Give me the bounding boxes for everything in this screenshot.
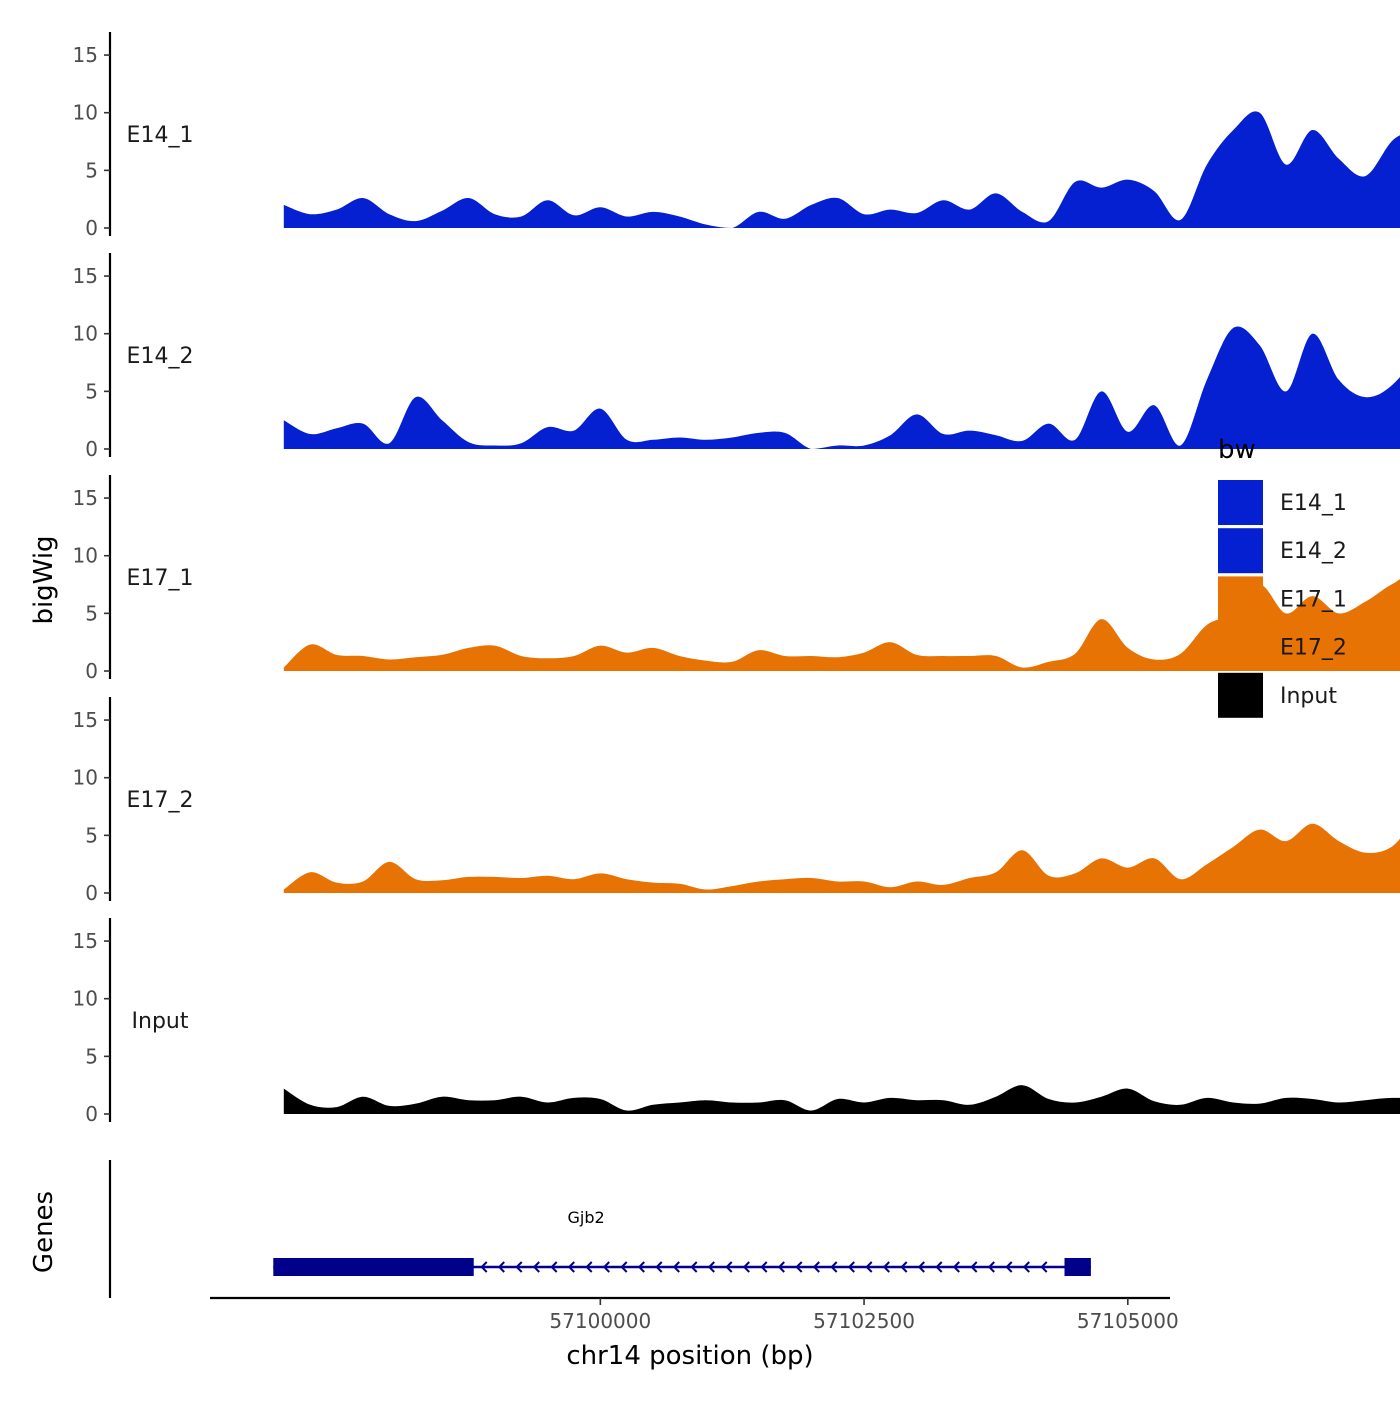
legend: bw E14_1 E14_2 E17_1 E17_2 Input [1218,435,1347,718]
y-tick-label: 0 [85,881,98,905]
track-label-E14_2: E14_2 [127,344,194,369]
track-label-E17_2: E17_2 [127,788,194,813]
track-label-E17_1: E17_1 [127,566,194,591]
strand-chevron [602,1261,610,1273]
strand-chevron [1005,1261,1013,1273]
strand-chevron [725,1261,733,1273]
y-axis-title-bigwig: bigWig [29,535,59,624]
y-tick-label: 10 [73,987,98,1011]
strand-chevron [812,1261,820,1273]
strand-chevron [900,1261,908,1273]
strand-chevron [532,1261,540,1273]
track-panel-E14_1: 0 5 10 15 E14_1 [73,32,1400,240]
signal-area-E14_1 [283,111,1400,228]
legend-key-E17_2 [1218,624,1263,670]
strand-chevron [515,1261,523,1273]
strand-chevron [865,1261,873,1273]
x-tick-label: 57105000 [1077,1309,1179,1333]
signal-area-E17_2 [283,823,1400,893]
strand-chevron [847,1261,855,1273]
signal-area-E14_2 [283,326,1400,449]
gene-exon-block [273,1258,474,1276]
strand-chevron [567,1261,575,1273]
legend-label-Input: Input [1280,684,1337,709]
legend-title: bw [1218,435,1256,465]
signal-area-E17_1 [283,579,1400,671]
track-panel-E17_2: 0 5 10 15 E17_2 [73,697,1400,905]
strand-chevron [1040,1261,1048,1273]
y-tick-label: 5 [85,379,98,403]
legend-label-E17_1: E17_1 [1280,587,1347,612]
strand-chevron [707,1261,715,1273]
y-tick-label: 15 [73,708,98,732]
y-tick-label: 15 [73,929,98,953]
legend-label-E14_2: E14_2 [1280,539,1347,564]
strand-chevron [917,1261,925,1273]
strand-chevron [777,1261,785,1273]
strand-chevron [637,1261,645,1273]
y-tick-label: 15 [73,43,98,67]
legend-key-E17_1 [1218,576,1263,622]
strand-chevron [742,1261,750,1273]
y-tick-label: 10 [73,322,98,346]
x-tick-label: 57100000 [549,1309,651,1333]
y-tick-label: 5 [85,1044,98,1068]
y-tick-label: 10 [73,766,98,790]
y-tick-label: 5 [85,823,98,847]
gene-label: Gjb2 [567,1208,604,1227]
track-label-Input: Input [132,1009,189,1034]
strand-chevron [882,1261,890,1273]
legend-label-E17_2: E17_2 [1280,636,1347,661]
legend-key-E14_2 [1218,528,1263,574]
x-axis-title: chr14 position (bp) [566,1341,813,1371]
strand-chevron [970,1261,978,1273]
signal-area-Input [283,1085,1400,1114]
x-tick-label: 57102500 [813,1309,915,1333]
y-tick-label: 10 [73,101,98,125]
y-tick-label: 0 [85,216,98,240]
strand-chevron [952,1261,960,1273]
y-tick-label: 0 [85,659,98,683]
y-tick-label: 10 [73,544,98,568]
y-axis-title-genes: Genes [29,1191,59,1273]
strand-chevron [655,1261,663,1273]
strand-chevron [550,1261,558,1273]
y-tick-label: 5 [85,158,98,182]
strand-chevron [690,1261,698,1273]
strand-chevron [1022,1261,1030,1273]
track-panel-E14_2: 0 5 10 15 E14_2 [73,253,1400,461]
strand-chevron [795,1261,803,1273]
gene-exon-block [1064,1258,1091,1276]
legend-label-E14_1: E14_1 [1280,491,1347,516]
strand-chevron [480,1261,488,1273]
strand-chevron [987,1261,995,1273]
strand-chevron [497,1261,505,1273]
strand-chevron [760,1261,768,1273]
gene-Gjb2: Gjb2 [273,1208,1091,1276]
y-tick-label: 15 [73,486,98,510]
strand-chevron [672,1261,680,1273]
strand-chevron [585,1261,593,1273]
strand-chevron [935,1261,943,1273]
track-panel-Input: 0 5 10 15 Input [73,918,1400,1126]
legend-key-Input [1218,672,1263,718]
y-tick-label: 5 [85,601,98,625]
track-panel-E17_1: 0 5 10 15 E17_1 [73,475,1400,683]
strand-chevron [620,1261,628,1273]
y-tick-label: 0 [85,1102,98,1126]
legend-key-E14_1 [1218,480,1263,525]
y-tick-label: 15 [73,264,98,288]
track-label-E14_1: E14_1 [127,123,194,148]
y-tick-label: 0 [85,437,98,461]
strand-chevron [830,1261,838,1273]
